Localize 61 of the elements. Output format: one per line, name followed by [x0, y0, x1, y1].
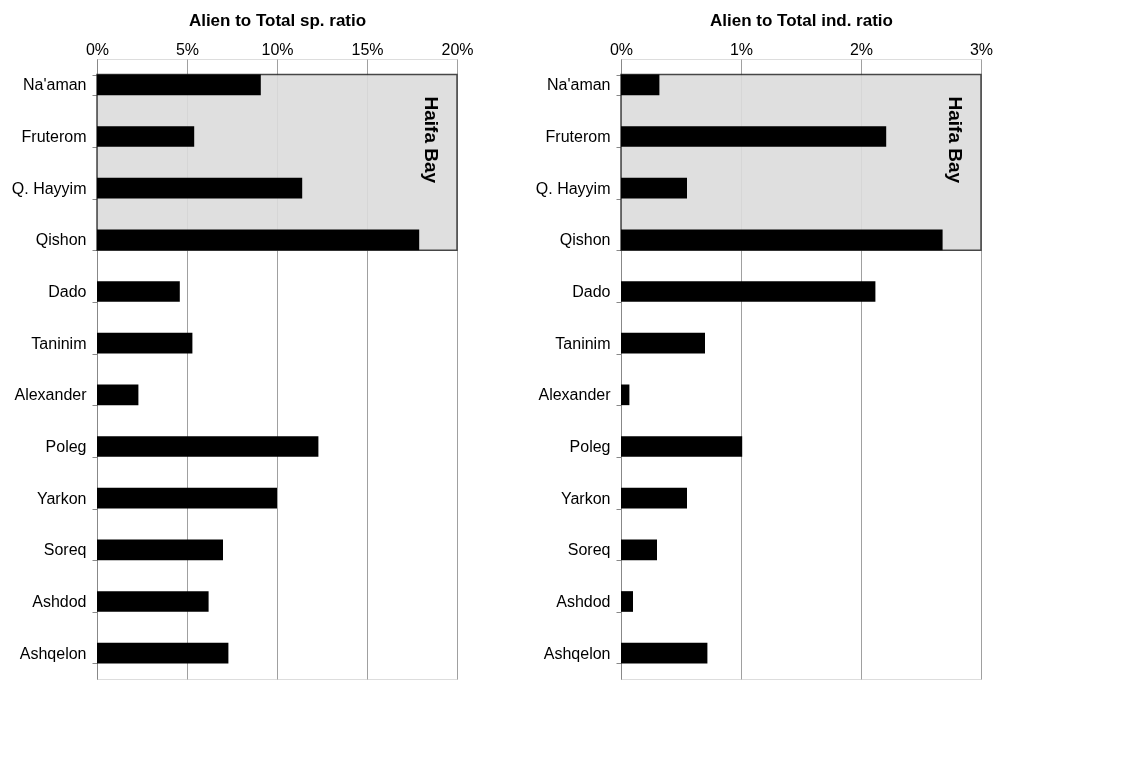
y-tick-label: Alexander	[14, 386, 88, 404]
bar	[97, 487, 277, 509]
x-tick-label: 10%	[261, 40, 294, 58]
x-axis-title: Alien to Total sp. ratio	[188, 10, 367, 30]
y-tick-label: Soreq	[567, 541, 611, 559]
bar	[97, 332, 193, 354]
x-tick-label: 0%	[609, 40, 634, 58]
y-tick-label: Ashqelon	[19, 644, 87, 662]
bar	[97, 74, 261, 96]
y-tick-label: Na'aman	[22, 76, 87, 94]
bar	[621, 177, 687, 199]
x-tick-label: 3%	[969, 40, 994, 58]
y-tick-label: Ashdod	[556, 593, 611, 610]
y-tick-label: Poleg	[569, 438, 611, 455]
y-tick-label: Taninim	[555, 334, 611, 352]
bar	[97, 436, 319, 457]
y-tick-label: Qishon	[559, 231, 611, 249]
y-tick-label: Taninim	[31, 334, 87, 352]
y-tick-label: Qishon	[35, 231, 87, 249]
y-tick-label: Ashqelon	[543, 644, 611, 662]
y-tick-label: Q. Hayyim	[535, 179, 611, 197]
bar	[621, 591, 633, 612]
y-tick-label: Na'aman	[546, 76, 611, 94]
bar	[621, 229, 943, 251]
band-label: Haifa Bay	[421, 96, 442, 184]
bar	[97, 229, 420, 251]
x-tick-label: 20%	[441, 40, 474, 58]
bar	[97, 281, 180, 302]
bar	[621, 384, 630, 406]
y-tick-label: Yarkon	[36, 489, 87, 507]
y-tick-label: Q. Hayyim	[11, 179, 87, 197]
bar	[621, 642, 708, 664]
x-tick-label: 15%	[351, 40, 384, 58]
bar	[621, 332, 705, 354]
bar	[97, 384, 139, 406]
bar	[621, 74, 660, 96]
y-tick-label: Alexander	[538, 386, 612, 404]
y-tick-label: Soreq	[43, 541, 87, 559]
bar	[621, 487, 687, 509]
bar	[97, 126, 195, 147]
bar	[621, 436, 743, 457]
y-tick-label: Poleg	[45, 438, 87, 455]
bar	[97, 177, 303, 199]
bar	[97, 591, 209, 612]
y-tick-label: Ashdod	[32, 593, 87, 610]
bar	[97, 539, 223, 561]
x-tick-label: 1%	[729, 40, 754, 58]
bar	[621, 539, 657, 561]
bar	[621, 126, 887, 147]
band-label: Haifa Bay	[945, 96, 966, 184]
y-tick-label: Yarkon	[560, 489, 611, 507]
bar	[97, 642, 229, 664]
y-tick-label: Fruterom	[545, 128, 611, 145]
bar	[621, 281, 876, 302]
x-tick-label: 5%	[175, 40, 200, 58]
x-tick-label: 2%	[849, 40, 874, 58]
y-tick-label: Fruterom	[21, 128, 87, 145]
x-tick-label: 0%	[85, 40, 110, 58]
y-tick-label: Dado	[572, 283, 611, 300]
x-axis-title: Alien to Total ind. ratio	[710, 10, 893, 30]
y-tick-label: Dado	[48, 283, 87, 300]
